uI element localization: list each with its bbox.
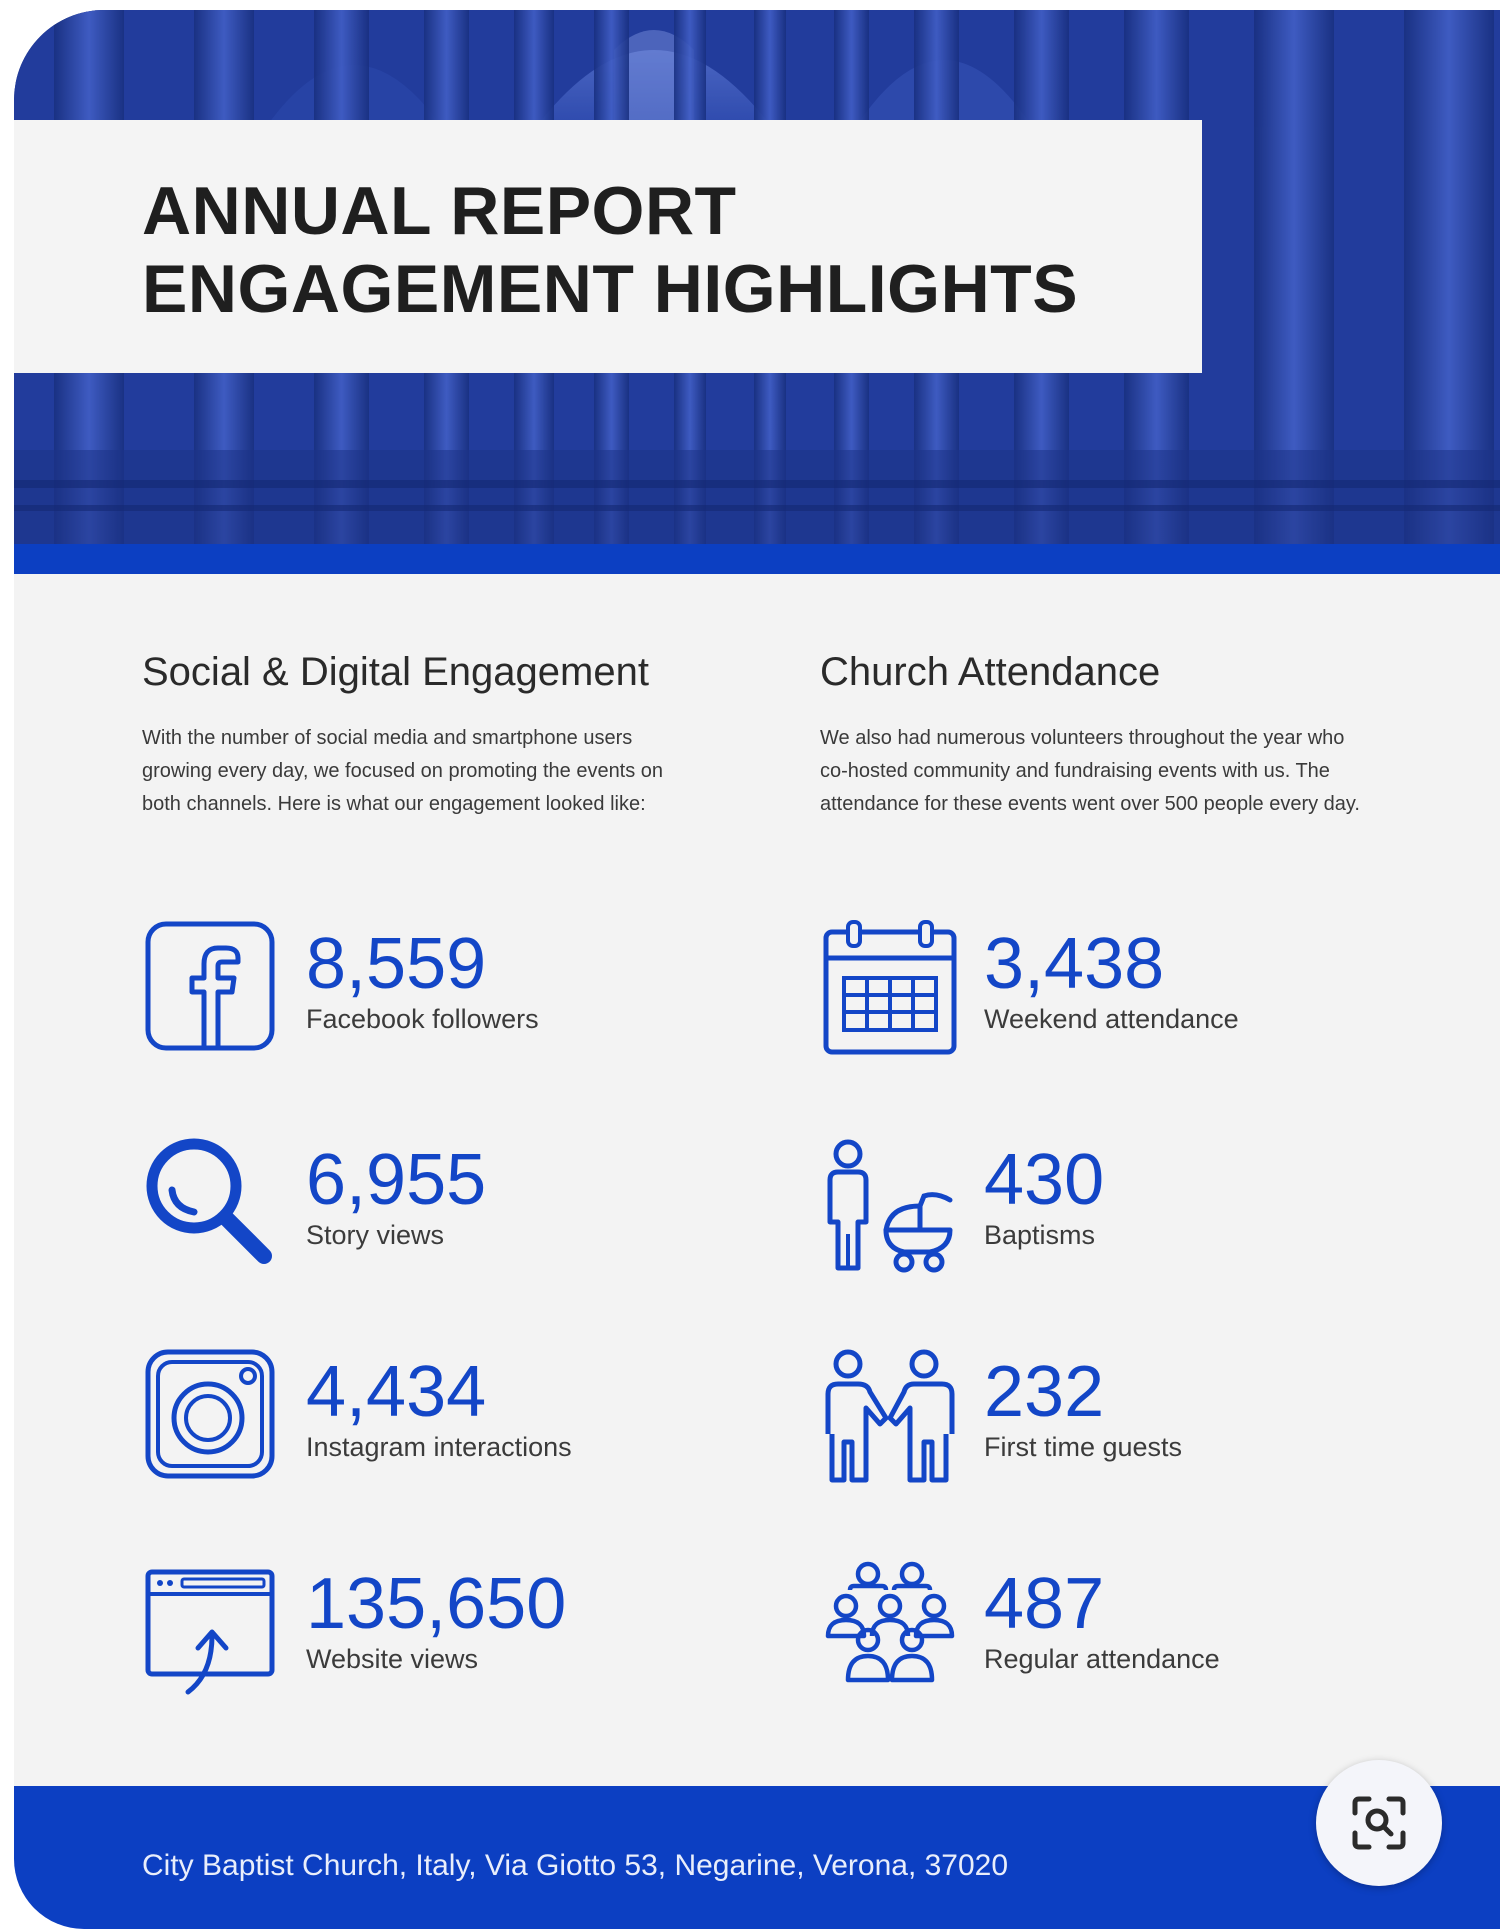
stat-value: 487 (984, 1564, 1105, 1644)
calendar-icon (823, 920, 957, 1055)
parent-stroller-icon (827, 1139, 953, 1273)
stat-value: 430 (984, 1140, 1105, 1220)
stat-value: 4,434 (306, 1352, 487, 1432)
stat-label: Baptisms (984, 1220, 1096, 1250)
report-page: ANNUAL REPORT ENGAGEMENT HIGHLIGHTS Soci… (14, 10, 1500, 1929)
visual-search-button[interactable] (1316, 1760, 1442, 1886)
title-line-1: ANNUAL REPORT (142, 173, 737, 249)
visual-search-icon (1352, 1796, 1406, 1850)
section-description: We also had numerous volunteers througho… (820, 727, 1360, 815)
stat-value: 135,650 (306, 1564, 567, 1644)
social-digital-section: Social & Digital Engagement With the num… (142, 648, 712, 821)
website-upload-icon (145, 1569, 275, 1695)
stat-label: Regular attendance (984, 1644, 1220, 1674)
page-title: ANNUAL REPORT ENGAGEMENT HIGHLIGHTS (142, 172, 1078, 328)
stat-value: 232 (984, 1352, 1105, 1432)
search-icon (146, 1138, 272, 1264)
stat-label: Story views (306, 1220, 445, 1250)
stat-label: First time guests (984, 1432, 1183, 1462)
title-panel (14, 120, 1202, 373)
hero-accent-strip (14, 544, 1500, 574)
section-title: Church Attendance (820, 650, 1161, 694)
handshake-people-icon (825, 1349, 955, 1483)
stat-value: 3,438 (984, 924, 1165, 1004)
group-people-icon (825, 1561, 955, 1683)
instagram-icon (145, 1349, 275, 1479)
stat-label: Facebook followers (306, 1004, 539, 1034)
stat-value: 6,955 (306, 1140, 487, 1220)
stat-label: Weekend attendance (984, 1004, 1239, 1034)
title-line-2: ENGAGEMENT HIGHLIGHTS (142, 251, 1079, 327)
stat-label: Instagram interactions (306, 1432, 572, 1462)
section-title: Social & Digital Engagement (142, 650, 649, 694)
section-description: With the number of social media and smar… (142, 727, 664, 815)
church-attendance-section: Church Attendance We also had numerous v… (820, 648, 1390, 821)
church-address: City Baptist Church, Italy, Via Giotto 5… (142, 1849, 1009, 1882)
stat-label: Website views (306, 1644, 479, 1674)
stat-value: 8,559 (306, 924, 487, 1004)
facebook-icon (145, 921, 275, 1051)
footer-bar (14, 1786, 1500, 1929)
